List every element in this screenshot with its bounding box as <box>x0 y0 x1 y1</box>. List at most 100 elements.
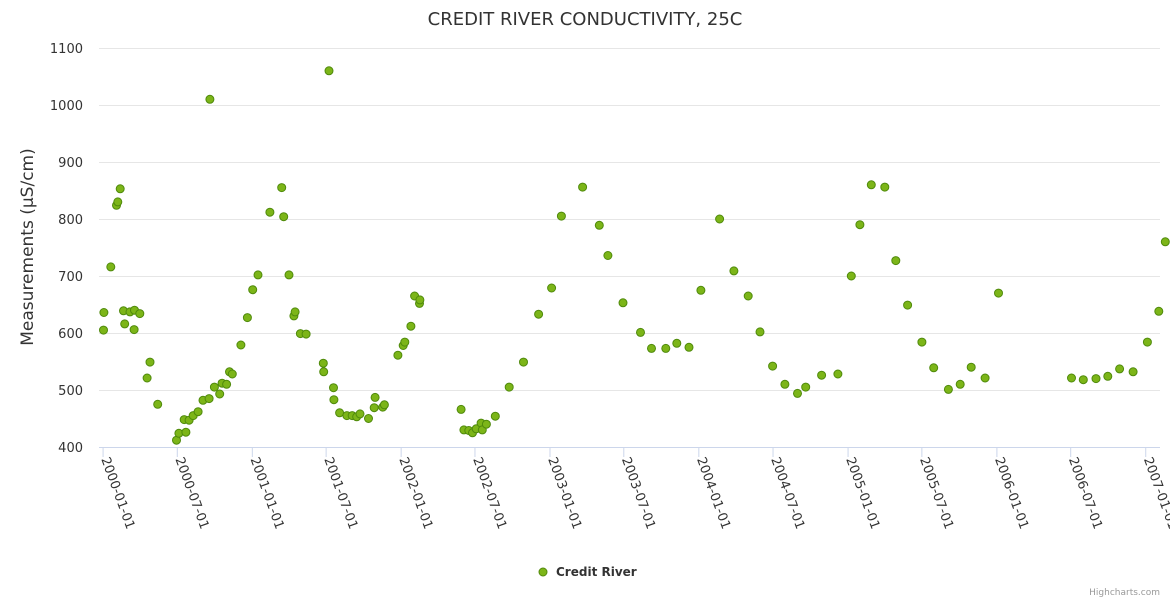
data-point[interactable] <box>364 414 373 423</box>
data-point[interactable] <box>504 382 514 392</box>
highcharts-credit[interactable]: Highcharts.com <box>1089 588 1160 598</box>
data-point[interactable] <box>406 321 416 331</box>
data-point[interactable] <box>153 399 163 409</box>
legend[interactable]: Credit River <box>538 565 637 579</box>
data-point[interactable] <box>301 329 311 339</box>
data-point[interactable] <box>209 382 219 392</box>
data-point[interactable] <box>594 220 604 230</box>
data-point[interactable] <box>672 338 682 348</box>
y-tick-label: 900 <box>58 156 83 171</box>
data-point[interactable] <box>319 367 329 377</box>
data-point[interactable] <box>866 180 876 190</box>
data-point[interactable] <box>415 295 425 305</box>
data-point[interactable] <box>880 182 890 192</box>
data-point[interactable] <box>955 379 965 389</box>
data-point[interactable] <box>1160 237 1170 247</box>
legend-label-credit-river[interactable]: Credit River <box>556 565 637 579</box>
data-point[interactable] <box>684 342 694 352</box>
data-point[interactable] <box>400 337 410 347</box>
data-point[interactable] <box>379 400 389 410</box>
data-point[interactable] <box>846 271 856 281</box>
data-point[interactable] <box>556 211 566 221</box>
data-point[interactable] <box>715 214 725 224</box>
data-point[interactable] <box>1067 373 1076 383</box>
data-point[interactable] <box>204 394 214 404</box>
data-point[interactable] <box>120 319 130 329</box>
data-point[interactable] <box>227 369 237 379</box>
data-point[interactable] <box>99 325 108 335</box>
data-point[interactable] <box>917 337 927 347</box>
data-point[interactable] <box>729 266 739 276</box>
data-point[interactable] <box>129 325 139 335</box>
data-point[interactable] <box>1078 375 1088 385</box>
data-point[interactable] <box>318 358 328 368</box>
data-point[interactable] <box>929 363 939 373</box>
data-point[interactable] <box>1115 364 1125 374</box>
data-point[interactable] <box>780 379 790 389</box>
data-point[interactable] <box>242 313 252 323</box>
data-point[interactable] <box>369 403 379 413</box>
data-point[interactable] <box>833 369 843 379</box>
data-point[interactable] <box>603 251 613 260</box>
data-point[interactable] <box>490 411 500 421</box>
data-point[interactable] <box>99 308 109 317</box>
data-point[interactable] <box>355 409 365 419</box>
data-point[interactable] <box>1103 371 1113 381</box>
data-point[interactable] <box>393 350 403 360</box>
data-point[interactable] <box>205 94 215 104</box>
data-point[interactable] <box>113 197 123 207</box>
data-point[interactable] <box>743 291 753 301</box>
data-point[interactable] <box>903 300 913 310</box>
data-point[interactable] <box>142 373 152 383</box>
data-point[interactable] <box>768 361 778 371</box>
data-point[interactable] <box>106 262 116 272</box>
data-point[interactable] <box>801 382 811 392</box>
legend-marker-credit-river[interactable] <box>538 567 548 577</box>
data-point[interactable] <box>253 270 263 280</box>
data-point[interactable] <box>222 379 232 389</box>
data-point[interactable] <box>943 384 953 394</box>
data-point[interactable] <box>456 404 466 414</box>
data-point[interactable] <box>661 343 671 353</box>
data-point[interactable] <box>793 388 802 398</box>
data-point[interactable] <box>1154 306 1164 316</box>
data-point[interactable] <box>855 220 865 230</box>
data-point[interactable] <box>329 395 339 405</box>
data-point[interactable] <box>265 207 275 217</box>
data-point[interactable] <box>248 285 258 295</box>
data-point[interactable] <box>236 340 246 350</box>
data-point[interactable] <box>994 288 1003 298</box>
grid-lines <box>99 48 1160 391</box>
data-point[interactable] <box>636 327 645 337</box>
data-point[interactable] <box>290 307 300 317</box>
data-point[interactable] <box>547 283 557 293</box>
data-point[interactable] <box>481 419 491 429</box>
data-point[interactable] <box>1128 367 1138 377</box>
data-point[interactable] <box>284 270 294 280</box>
data-point[interactable] <box>1091 374 1101 384</box>
data-point[interactable] <box>277 183 287 193</box>
data-point[interactable] <box>181 427 191 437</box>
data-point[interactable] <box>817 370 827 380</box>
data-point[interactable] <box>891 256 901 266</box>
data-point[interactable] <box>370 392 380 402</box>
data-point[interactable] <box>696 285 706 295</box>
y-tick-label: 600 <box>58 327 83 342</box>
data-point[interactable] <box>534 309 544 319</box>
data-point[interactable] <box>755 327 765 337</box>
data-point[interactable] <box>329 383 338 393</box>
data-point[interactable] <box>1142 337 1152 347</box>
data-point[interactable] <box>324 66 334 76</box>
data-point[interactable] <box>966 362 976 372</box>
data-point[interactable] <box>519 357 528 367</box>
data-point[interactable] <box>578 182 588 192</box>
data-point[interactable] <box>115 184 125 194</box>
data-point[interactable] <box>193 407 203 417</box>
data-point[interactable] <box>647 343 656 353</box>
data-point[interactable] <box>145 357 155 367</box>
data-point[interactable] <box>215 389 225 399</box>
data-point[interactable] <box>618 298 628 308</box>
data-point[interactable] <box>135 309 145 319</box>
data-point[interactable] <box>279 212 289 222</box>
data-point[interactable] <box>980 373 990 383</box>
